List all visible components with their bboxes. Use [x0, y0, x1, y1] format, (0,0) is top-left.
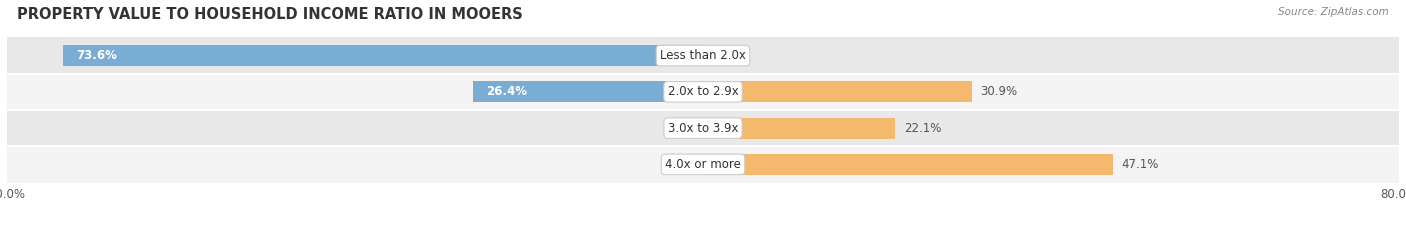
Text: Source: ZipAtlas.com: Source: ZipAtlas.com: [1278, 7, 1389, 17]
Bar: [7, 110, 1399, 146]
Bar: [7, 74, 1399, 110]
Bar: [7, 146, 1399, 183]
Bar: [703, 154, 1112, 175]
Text: Less than 2.0x: Less than 2.0x: [659, 49, 747, 62]
Text: 0.0%: 0.0%: [711, 49, 741, 62]
Text: 3.0x to 3.9x: 3.0x to 3.9x: [668, 122, 738, 135]
Text: 0.0%: 0.0%: [665, 122, 695, 135]
Bar: [703, 81, 972, 102]
Text: 73.6%: 73.6%: [76, 49, 117, 62]
Bar: [703, 118, 896, 139]
Text: PROPERTY VALUE TO HOUSEHOLD INCOME RATIO IN MOOERS: PROPERTY VALUE TO HOUSEHOLD INCOME RATIO…: [17, 7, 523, 22]
Text: 4.0x or more: 4.0x or more: [665, 158, 741, 171]
Text: 0.0%: 0.0%: [665, 158, 695, 171]
Bar: [474, 81, 703, 102]
Text: 2.0x to 2.9x: 2.0x to 2.9x: [668, 85, 738, 98]
Text: 22.1%: 22.1%: [904, 122, 942, 135]
Bar: [7, 37, 1399, 74]
Text: 26.4%: 26.4%: [486, 85, 527, 98]
Text: 47.1%: 47.1%: [1122, 158, 1159, 171]
Bar: [63, 45, 703, 66]
Text: 30.9%: 30.9%: [980, 85, 1018, 98]
